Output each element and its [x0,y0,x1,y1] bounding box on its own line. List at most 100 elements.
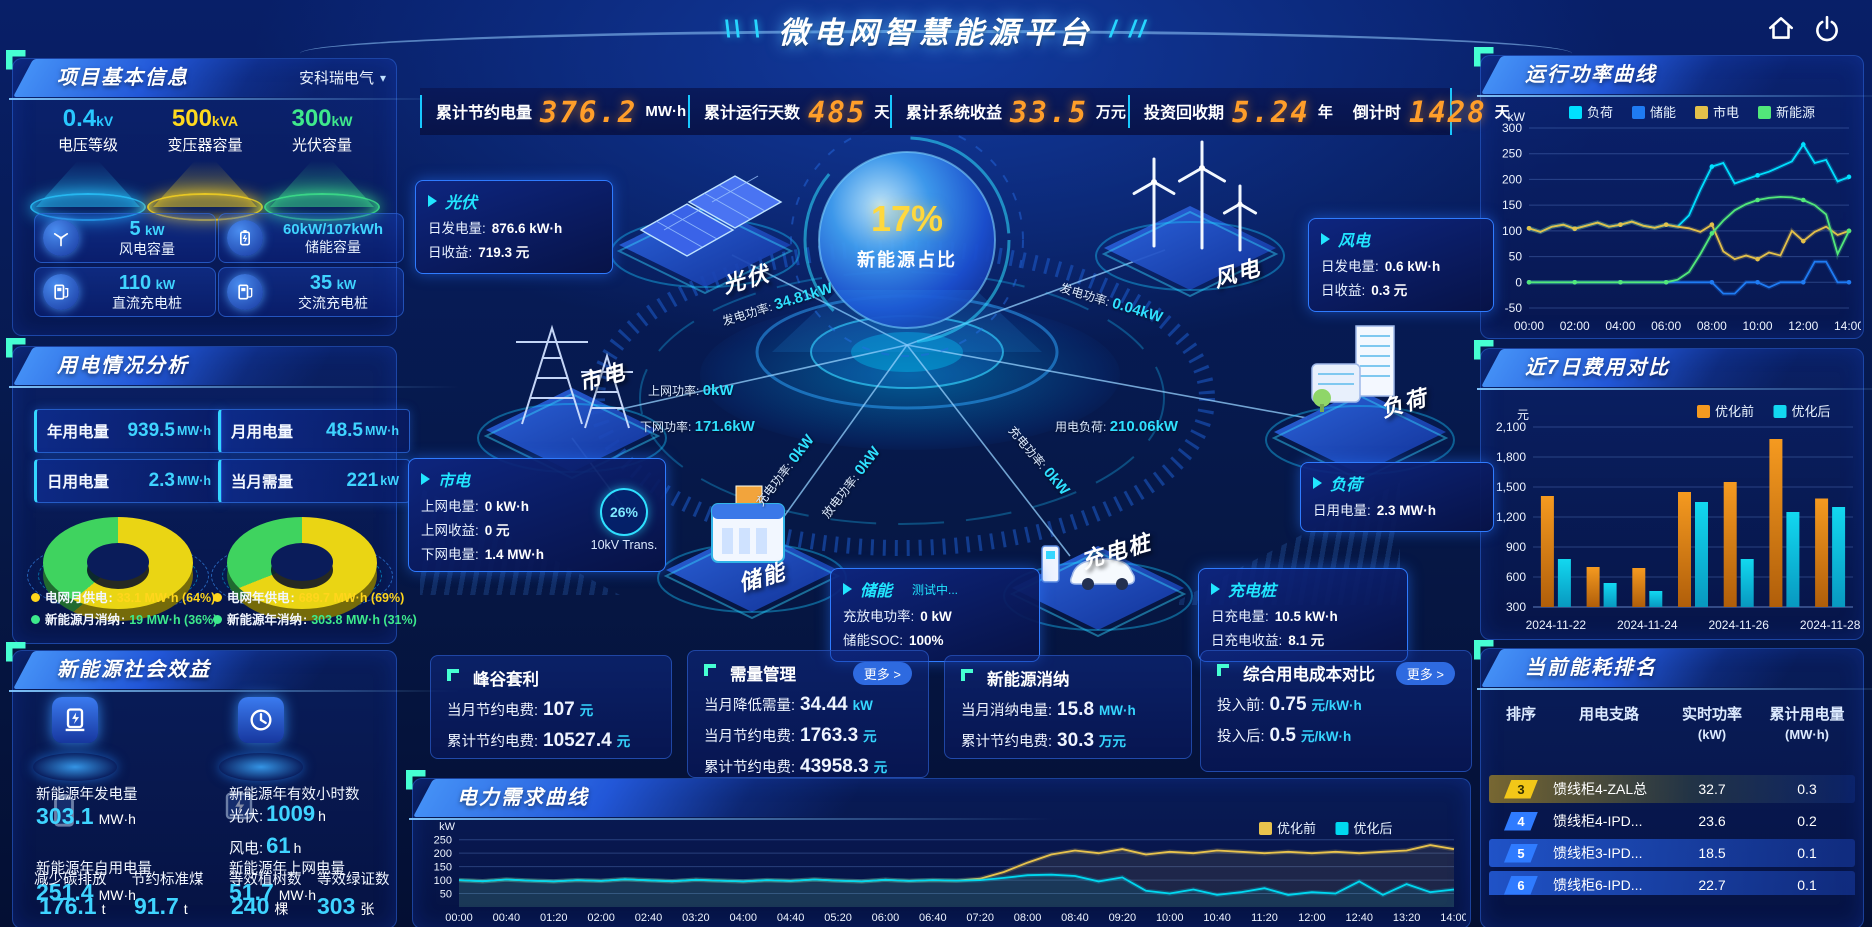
svg-text:kW: kW [1508,110,1526,124]
play-arrow-icon [428,195,437,207]
svg-text:250: 250 [1502,147,1522,161]
svg-text:300: 300 [1502,121,1522,135]
sphere-beam [772,290,1042,352]
panel-header: 新能源社会效益 [6,642,459,692]
stat-label: 节约标准煤 [131,872,204,888]
play-arrow-icon [1211,583,1220,595]
kpi-payback: 投资回收期 5.24 年 倒计时 1428 天 [1128,95,1524,129]
panel-corner-icon [1474,47,1500,73]
panel-title: 项目基本信息 [57,67,189,89]
kpi-bar: 累计节约电量 376.2 MW·h 累计运行天数 485 天 累计系统收益 33… [420,88,1510,135]
panel-title: 当前能耗排名 [1525,657,1657,679]
banner-title-group: \\ \ 微电网智慧能源平台 / // [724,8,1148,52]
rank-row[interactable]: 5 馈线柜3-IPD... 18.5 0.1 [1489,839,1855,867]
svg-text:05:20: 05:20 [824,912,852,924]
monthly-supply-donut [27,511,209,623]
cost-compare-panel: 近7日费用对比 2,100 1,800 1,500 1,200 900 600 300 元 20… [1474,340,1872,640]
power-icon[interactable] [1812,14,1844,46]
solar-lightning-icon [52,697,98,743]
panel-corner-icon [6,338,32,364]
panel-title: 新能源社会效益 [57,659,211,681]
svg-text:02:00: 02:00 [587,912,615,924]
transformer-capacity-stat: 500kVA 变压器容量 [145,105,265,221]
svg-text:00:00: 00:00 [445,912,473,924]
testing-badge: 测试中... [912,582,959,597]
wind-tooltip: 风电 日发电量: 0.6 kW·h 日收益: 0.3 元 [1308,218,1494,312]
storage-capacity-box: 60kW/107kWh 储能容量 [218,213,404,263]
stat-label: 新能源年自用电量 [36,861,152,877]
svg-text:14:00: 14:00 [1440,912,1466,924]
more-button[interactable]: 更多 > [1395,661,1455,685]
svg-text:11:20: 11:20 [1251,912,1278,924]
legend-dot [213,593,222,602]
rank-row[interactable]: 6 馈线柜6-IPD... 22.7 0.1 [1489,871,1855,895]
pv-panels-icon [639,175,783,257]
sphere-arc-ring [803,136,1011,344]
svg-text:00:40: 00:40 [493,912,521,924]
load-building-icon [1311,325,1395,412]
svg-text:-50: -50 [1505,301,1523,315]
usage-analysis-panel: 用电情况分析 年用电量 939.5 MW·h 月用电量 48.5 MW·h 日用电量… [6,338,459,644]
svg-text:02:00: 02:00 [1560,319,1590,333]
svg-text:100: 100 [434,875,452,887]
panel-header: 用电情况分析 [6,338,459,388]
glow-base [264,193,380,221]
inner-dash-ring [639,271,1165,525]
stat-label: 等效植树数 [229,872,302,888]
flow-grid-up: 上网功率: 0kW [648,382,734,399]
energy-flow-diagram [477,130,1455,637]
more-button[interactable]: 更多 > [852,661,912,685]
svg-text:09:20: 09:20 [1109,912,1137,924]
card-corner-icon [961,669,979,687]
svg-text:1,800: 1,800 [1496,450,1526,464]
svg-text:50: 50 [1509,250,1523,264]
svg-text:2024-11-28: 2024-11-28 [1800,618,1861,632]
legend-renew-month: 新能源月消纳19 MW·h (36%) [31,609,217,628]
panel-header: 近7日费用对比 [1474,340,1872,390]
panel-title: 运行功率曲线 [1525,64,1657,86]
home-icon[interactable] [1766,14,1798,46]
rank-badge: 4 [1504,811,1538,831]
storage-battery-icon [711,485,785,563]
panel-corner-icon [406,770,432,796]
kpi-saved-energy: 累计节约电量 376.2 MW·h [420,95,688,129]
svg-text:900: 900 [1506,540,1526,554]
grid-towers-icon [516,324,633,429]
svg-text:2024-11-24: 2024-11-24 [1617,618,1678,632]
dashed-tick-ring [589,240,1215,556]
svg-text:08:00: 08:00 [1697,319,1727,333]
wind-turbines-icon [1132,140,1258,252]
renewable-absorb-card: 新能源消纳 当月消纳电量: 15.8 MW·h 累计节约电费: 30.3 万元 [944,655,1192,759]
sphere-dash-ring [790,130,1024,357]
svg-text:市电: 市电 [1713,105,1739,120]
svg-text:00:00: 00:00 [1514,319,1544,333]
svg-text:200: 200 [434,848,452,860]
company-select[interactable]: 安科瑞电气 ▾ [298,70,386,87]
month-demand-box: 当月需量 221 kW [218,459,410,503]
rank-row[interactable]: 3 馈线柜4-ZAL总 32.7 0.3 [1489,775,1855,803]
legend-grid-year: 电网年供电689.7 MW·h (69%) [213,587,404,606]
glow-base [30,193,146,221]
svg-text:2,100: 2,100 [1496,420,1526,434]
social-benefit-panel: 新能源社会效益 新能源年发电量 新能源年有效小时数 303.1 MW·h 光伏: 1… [6,642,459,927]
legend-grid-month: 电网月供电33.1 MW·h (64%) [31,587,215,606]
svg-text:12:00: 12:00 [1298,912,1326,924]
rank-row[interactable]: 4 馈线柜4-IPD... 23.6 0.2 [1489,807,1855,835]
stat-value: 303 张 [317,893,375,919]
title-decor-left: \\ \ [723,16,763,43]
panel-title: 电力需求曲线 [457,787,589,809]
stat-label: 新能源年有效小时数 [229,787,360,803]
wind-turbine-icon [43,220,79,256]
stat-value: 176.1 t [39,893,106,919]
svg-text:04:40: 04:40 [777,912,805,924]
svg-text:03:20: 03:20 [682,912,710,924]
svg-text:07:20: 07:20 [966,912,994,924]
svg-text:优化前: 优化前 [1277,821,1316,836]
play-arrow-icon [421,473,430,485]
card-corner-icon [447,669,465,687]
svg-text:储能: 储能 [1650,105,1676,120]
svg-text:300: 300 [1506,600,1526,614]
svg-text:2024-11-26: 2024-11-26 [1708,618,1769,632]
svg-text:06:00: 06:00 [1651,319,1681,333]
svg-text:600: 600 [1506,570,1526,584]
